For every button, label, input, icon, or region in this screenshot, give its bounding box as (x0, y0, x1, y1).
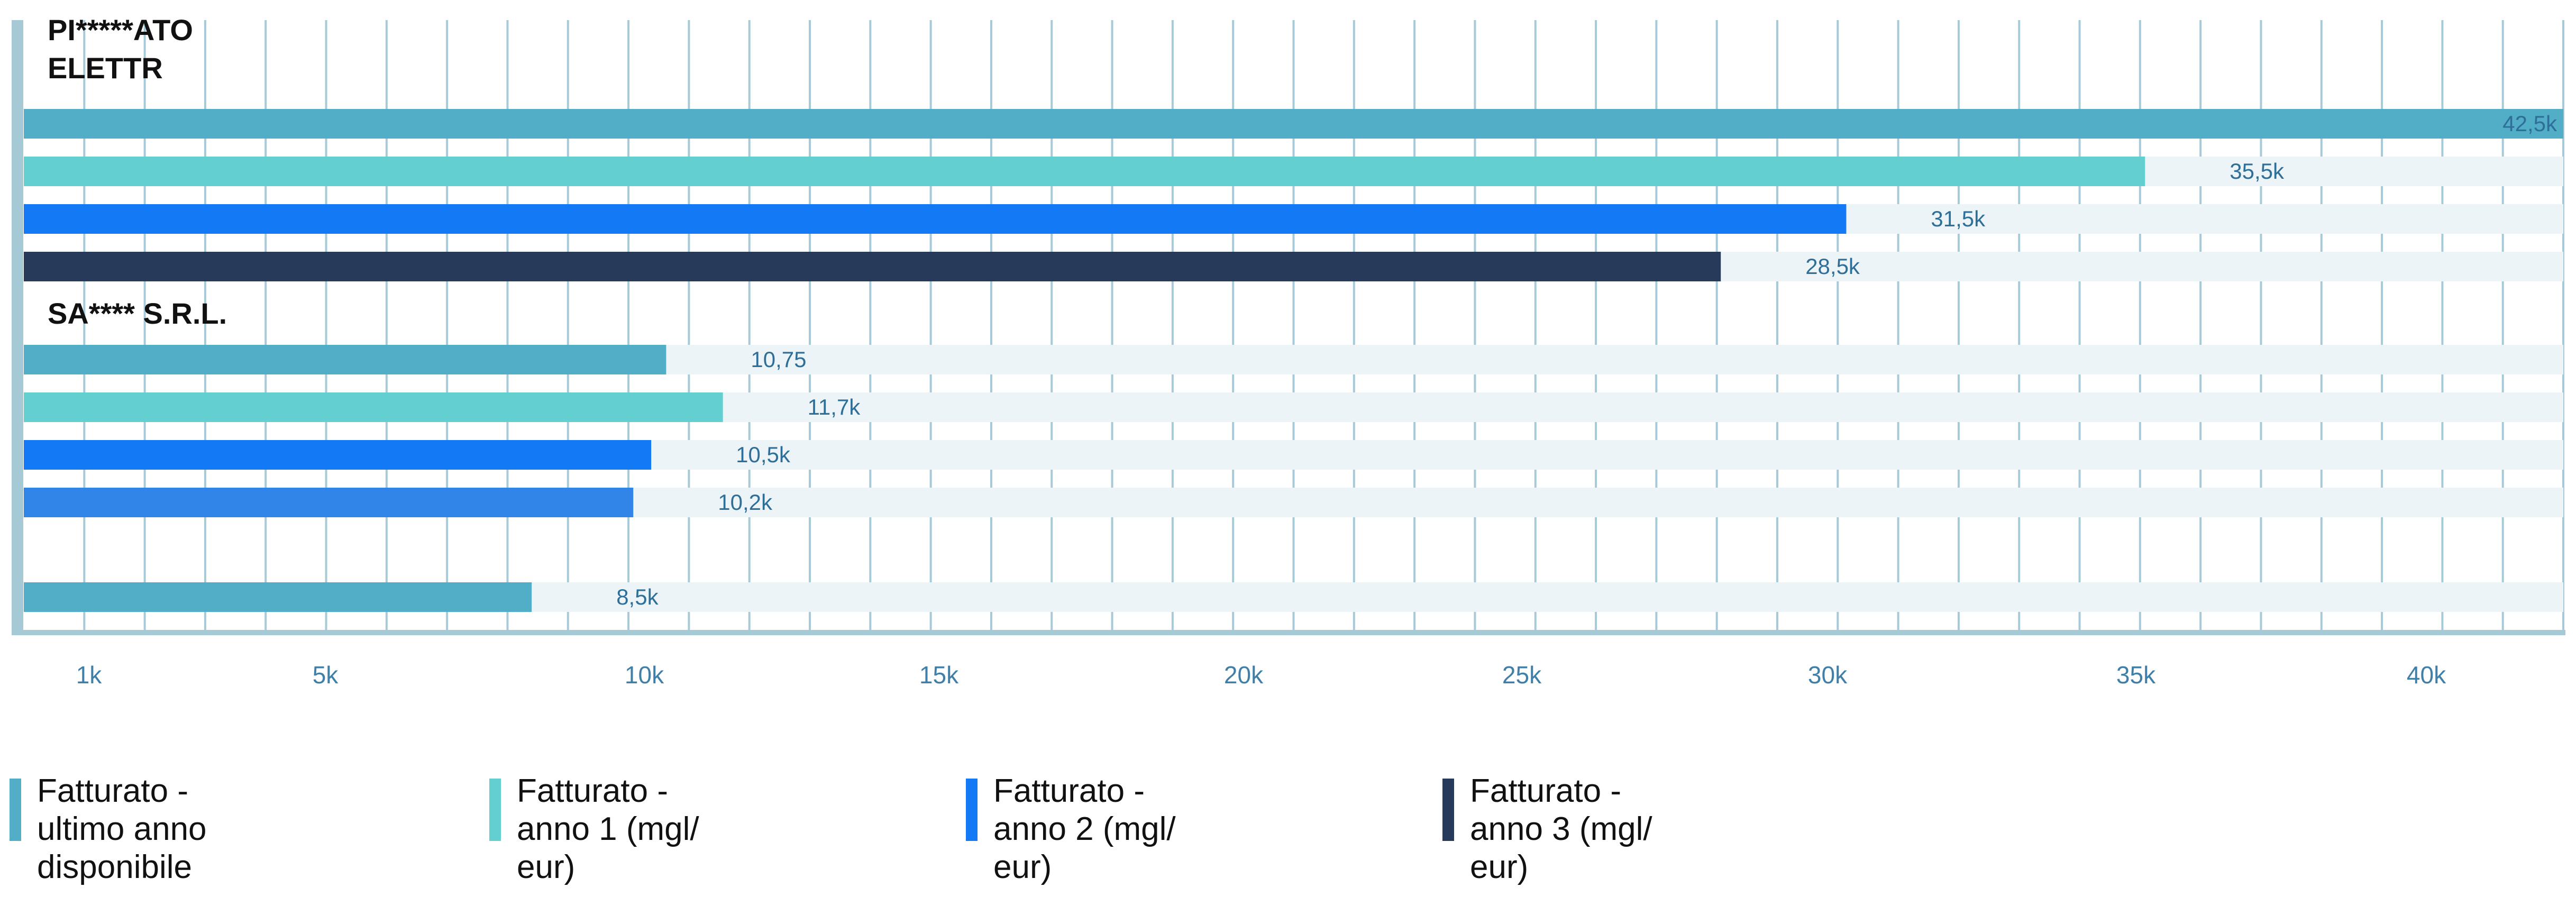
legend-label-line: anno 3 (mgl/ (1470, 811, 1652, 847)
y-axis (12, 20, 23, 635)
legend-label-line: anno 2 (mgl/ (993, 811, 1176, 847)
bar-value-label: 10,2k (718, 490, 773, 515)
x-tick-label: 30k (1808, 661, 1848, 689)
x-tick-label: 40k (2407, 661, 2446, 689)
legend-label-line: eur) (1470, 849, 1529, 885)
bar-value-label: 8,5k (616, 584, 659, 609)
legend-label-line: Fatturato - (37, 773, 188, 809)
bar (24, 582, 532, 612)
bar (24, 440, 652, 470)
legend-label-anno-2: Fatturato - anno 2 (mgl/ eur) (993, 772, 1216, 886)
bar (24, 392, 723, 422)
legend-label-line: Fatturato - (993, 773, 1145, 809)
bar-value-label: 42,5k (2502, 111, 2557, 136)
x-tick-label: 10k (625, 661, 664, 689)
bar (24, 345, 666, 374)
x-tick-label: 20k (1224, 661, 1264, 689)
bar (24, 109, 2563, 139)
legend-swatch-anno-1 (489, 779, 501, 841)
legend-label-anno-3: Fatturato - anno 3 (mgl/ eur) (1470, 772, 1692, 886)
x-tick-label: 25k (1502, 661, 1542, 689)
legend-label-line: Fatturato - (1470, 773, 1621, 809)
bar (24, 488, 634, 517)
legend-swatch-anno-2 (966, 779, 978, 841)
bar-value-label: 10,5k (736, 442, 791, 467)
x-tick-label: 35k (2116, 661, 2156, 689)
bar-value-label: 28,5k (1805, 254, 1860, 279)
chart-legend: Fatturato - ultimo anno disponibile Fatt… (0, 772, 2576, 915)
legend-label-line: disponibile (37, 849, 192, 885)
legend-label-line: anno 1 (mgl/ (517, 811, 699, 847)
legend-item-ultimo-anno: Fatturato - ultimo anno disponibile (10, 772, 259, 886)
group-label: PI*****ATO (48, 13, 193, 47)
legend-label-anno-1: Fatturato - anno 1 (mgl/ eur) (517, 772, 739, 886)
bar (24, 252, 1721, 281)
group-label: SA**** S.R.L. (48, 297, 227, 330)
bar-value-label: 35,5k (2230, 159, 2285, 184)
x-tick-label: 15k (919, 661, 959, 689)
legend-item-anno-1: Fatturato - anno 1 (mgl/ eur) (489, 772, 739, 886)
legend-swatch-anno-3 (1442, 779, 1454, 841)
bar-value-label: 11,7k (808, 395, 861, 419)
bar (24, 157, 2145, 186)
legend-label-ultimo-anno: Fatturato - ultimo anno disponibile (37, 772, 259, 886)
group-label: ELETTR (48, 51, 163, 85)
legend-label-line: eur) (993, 849, 1052, 885)
legend-item-anno-3: Fatturato - anno 3 (mgl/ eur) (1442, 772, 1692, 886)
legend-label-line: Fatturato - (517, 773, 668, 809)
legend-swatch-ultimo-anno (10, 779, 21, 841)
legend-item-anno-2: Fatturato - anno 2 (mgl/ eur) (966, 772, 1216, 886)
x-tick-label: 1k (76, 661, 103, 689)
bar-value-label: 31,5k (1931, 206, 1986, 231)
bar-value-label: 10,75 (751, 347, 806, 372)
legend-label-line: eur) (517, 849, 576, 885)
x-tick-label: 5k (313, 661, 339, 689)
bar (24, 204, 1847, 234)
legend-label-line: ultimo anno (37, 811, 207, 847)
